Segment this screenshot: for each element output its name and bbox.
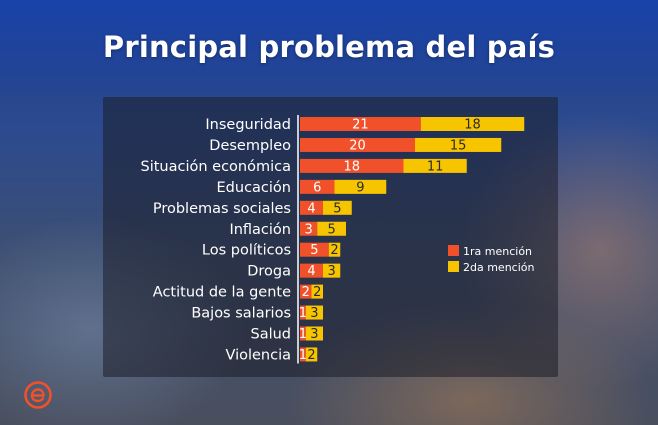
data-label: 1	[299, 327, 307, 342]
bar-segment	[300, 326, 306, 341]
data-label: 5	[327, 222, 335, 237]
bar-segment	[300, 242, 329, 257]
bar-segment	[403, 158, 467, 173]
category-label: Inseguridad	[205, 117, 291, 133]
bar-segment	[311, 284, 323, 299]
bar-segment	[300, 263, 323, 278]
bar-segment	[305, 347, 318, 362]
data-label: 21	[352, 118, 369, 133]
data-label: 4	[307, 264, 315, 279]
category-label: Inflación	[229, 222, 291, 238]
data-label: 2	[330, 243, 338, 258]
data-label: 2	[302, 285, 310, 300]
data-label: 3	[327, 264, 335, 279]
bar-segment	[415, 137, 502, 152]
bar-segment	[305, 326, 323, 341]
legend-label: 2da mención	[463, 261, 535, 274]
category-label: Educación	[217, 180, 291, 196]
data-label: 18	[464, 118, 481, 133]
bar-segment	[328, 242, 341, 257]
category-label: Desempleo	[209, 138, 291, 154]
bar-segment	[323, 200, 352, 215]
bar-segment	[305, 305, 323, 320]
data-label: 18	[343, 159, 360, 174]
data-label: 3	[310, 306, 318, 321]
category-label: Bajos salarios	[191, 306, 291, 322]
bar-segment	[300, 347, 306, 362]
bar-segment	[300, 221, 318, 236]
bar-segment	[323, 263, 341, 278]
bar-segment	[317, 221, 346, 236]
data-label: 4	[307, 201, 315, 216]
bar-segment	[300, 284, 312, 299]
category-label: Los políticos	[202, 243, 291, 259]
category-label: Problemas sociales	[153, 201, 291, 217]
bar-segment	[300, 158, 404, 173]
category-label: Droga	[247, 264, 291, 280]
data-label: 6	[313, 180, 321, 195]
legend-label: 1ra mención	[463, 245, 532, 258]
legend-swatch	[448, 245, 459, 256]
e-logo-icon	[24, 381, 52, 409]
bar-segment	[300, 200, 323, 215]
background-overlay	[0, 0, 658, 95]
data-label: 3	[310, 327, 318, 342]
data-label: 2	[307, 348, 315, 363]
legend-swatch	[448, 261, 459, 272]
data-label: 2	[313, 285, 321, 300]
data-label: 1	[299, 348, 307, 363]
bar-segment	[300, 117, 421, 131]
category-label: Actitud de la gente	[153, 285, 291, 301]
category-label: Salud	[250, 327, 291, 343]
bar-segment	[300, 305, 306, 320]
data-label: 5	[310, 243, 318, 258]
data-label: 11	[427, 159, 444, 174]
category-label: Situación económica	[140, 159, 291, 175]
data-label: 5	[333, 201, 341, 216]
category-label: Violencia	[225, 347, 291, 363]
legend: 1ra mención 2da mención	[448, 245, 535, 274]
bar-segment	[334, 179, 387, 194]
data-label: 15	[450, 138, 467, 153]
chart-title: Principal problema del país	[102, 30, 556, 64]
data-label: 9	[356, 180, 364, 195]
data-label: 20	[349, 138, 366, 153]
data-label: 1	[299, 306, 307, 321]
bar-segment	[300, 137, 415, 152]
bar-segment	[420, 117, 525, 131]
data-label: 3	[304, 222, 312, 237]
bar-segment	[300, 179, 335, 194]
